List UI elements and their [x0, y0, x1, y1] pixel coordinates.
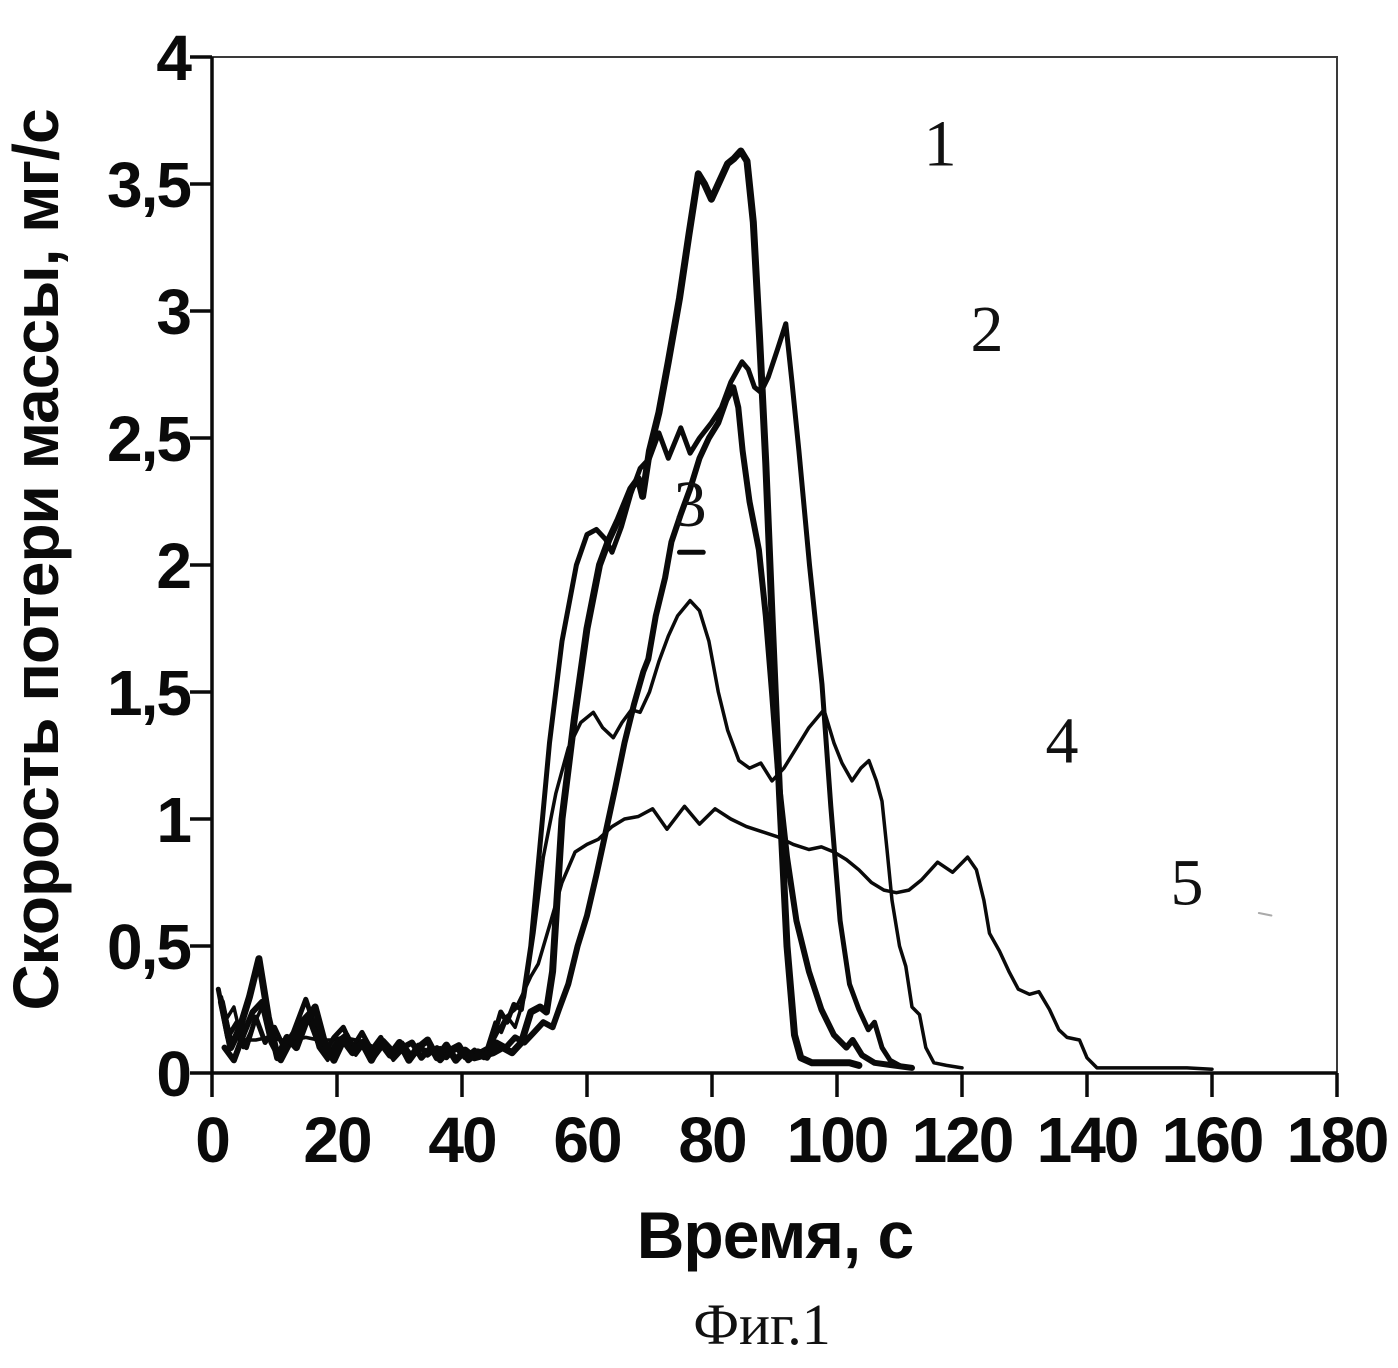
- x-tick-label: 60: [553, 1104, 620, 1176]
- x-tick-label: 20: [303, 1104, 370, 1176]
- series-label-4: 4: [1046, 704, 1079, 777]
- y-tick-label: 2: [156, 530, 190, 602]
- curve-5: [219, 804, 1214, 1071]
- y-tick-label: 3,5: [107, 149, 190, 221]
- y-tick-label: 0,5: [107, 911, 190, 983]
- plot-area: 0 20 40 60 80 100 120 140 160 180 0 0,5 1 1,5 2 2,5 3 3,5…: [107, 22, 1389, 1176]
- curve-2: [215, 321, 902, 1068]
- y-tick-label: 4: [156, 22, 192, 94]
- plot-frame-axes: [210, 57, 1337, 1075]
- x-tick-label: 80: [678, 1104, 745, 1176]
- y-tick-label: 2,5: [107, 403, 190, 475]
- series-label-2: 2: [971, 293, 1004, 366]
- figure-caption: Фиг.1: [693, 1292, 831, 1357]
- x-tick-label: 0: [195, 1104, 229, 1176]
- series-label-3: 3: [674, 468, 707, 541]
- y-tick-label: 1: [156, 784, 190, 856]
- stray-mark: [1257, 911, 1273, 917]
- x-tick-label: 120: [912, 1104, 1013, 1176]
- x-tick-label: 180: [1287, 1104, 1388, 1176]
- curve-1: [217, 147, 863, 1069]
- x-axis-title: Время, с: [637, 1198, 914, 1272]
- x-tick-label: 100: [787, 1104, 888, 1176]
- x-tick-label: 140: [1037, 1104, 1138, 1176]
- plot-frame-top-right: [212, 56, 1338, 1073]
- series-label-1: 1: [924, 107, 957, 180]
- y-tick-label: 1,5: [107, 657, 190, 729]
- y-tick-label: 3: [156, 276, 190, 348]
- series-label-5: 5: [1171, 847, 1204, 920]
- y-axis-title: Скорость потери массы, мг/с: [0, 109, 72, 1010]
- curve-4: [222, 598, 964, 1070]
- x-tick-label: 40: [428, 1104, 495, 1176]
- x-tick-label: 160: [1162, 1104, 1263, 1176]
- y-tick-label: 0: [156, 1038, 190, 1110]
